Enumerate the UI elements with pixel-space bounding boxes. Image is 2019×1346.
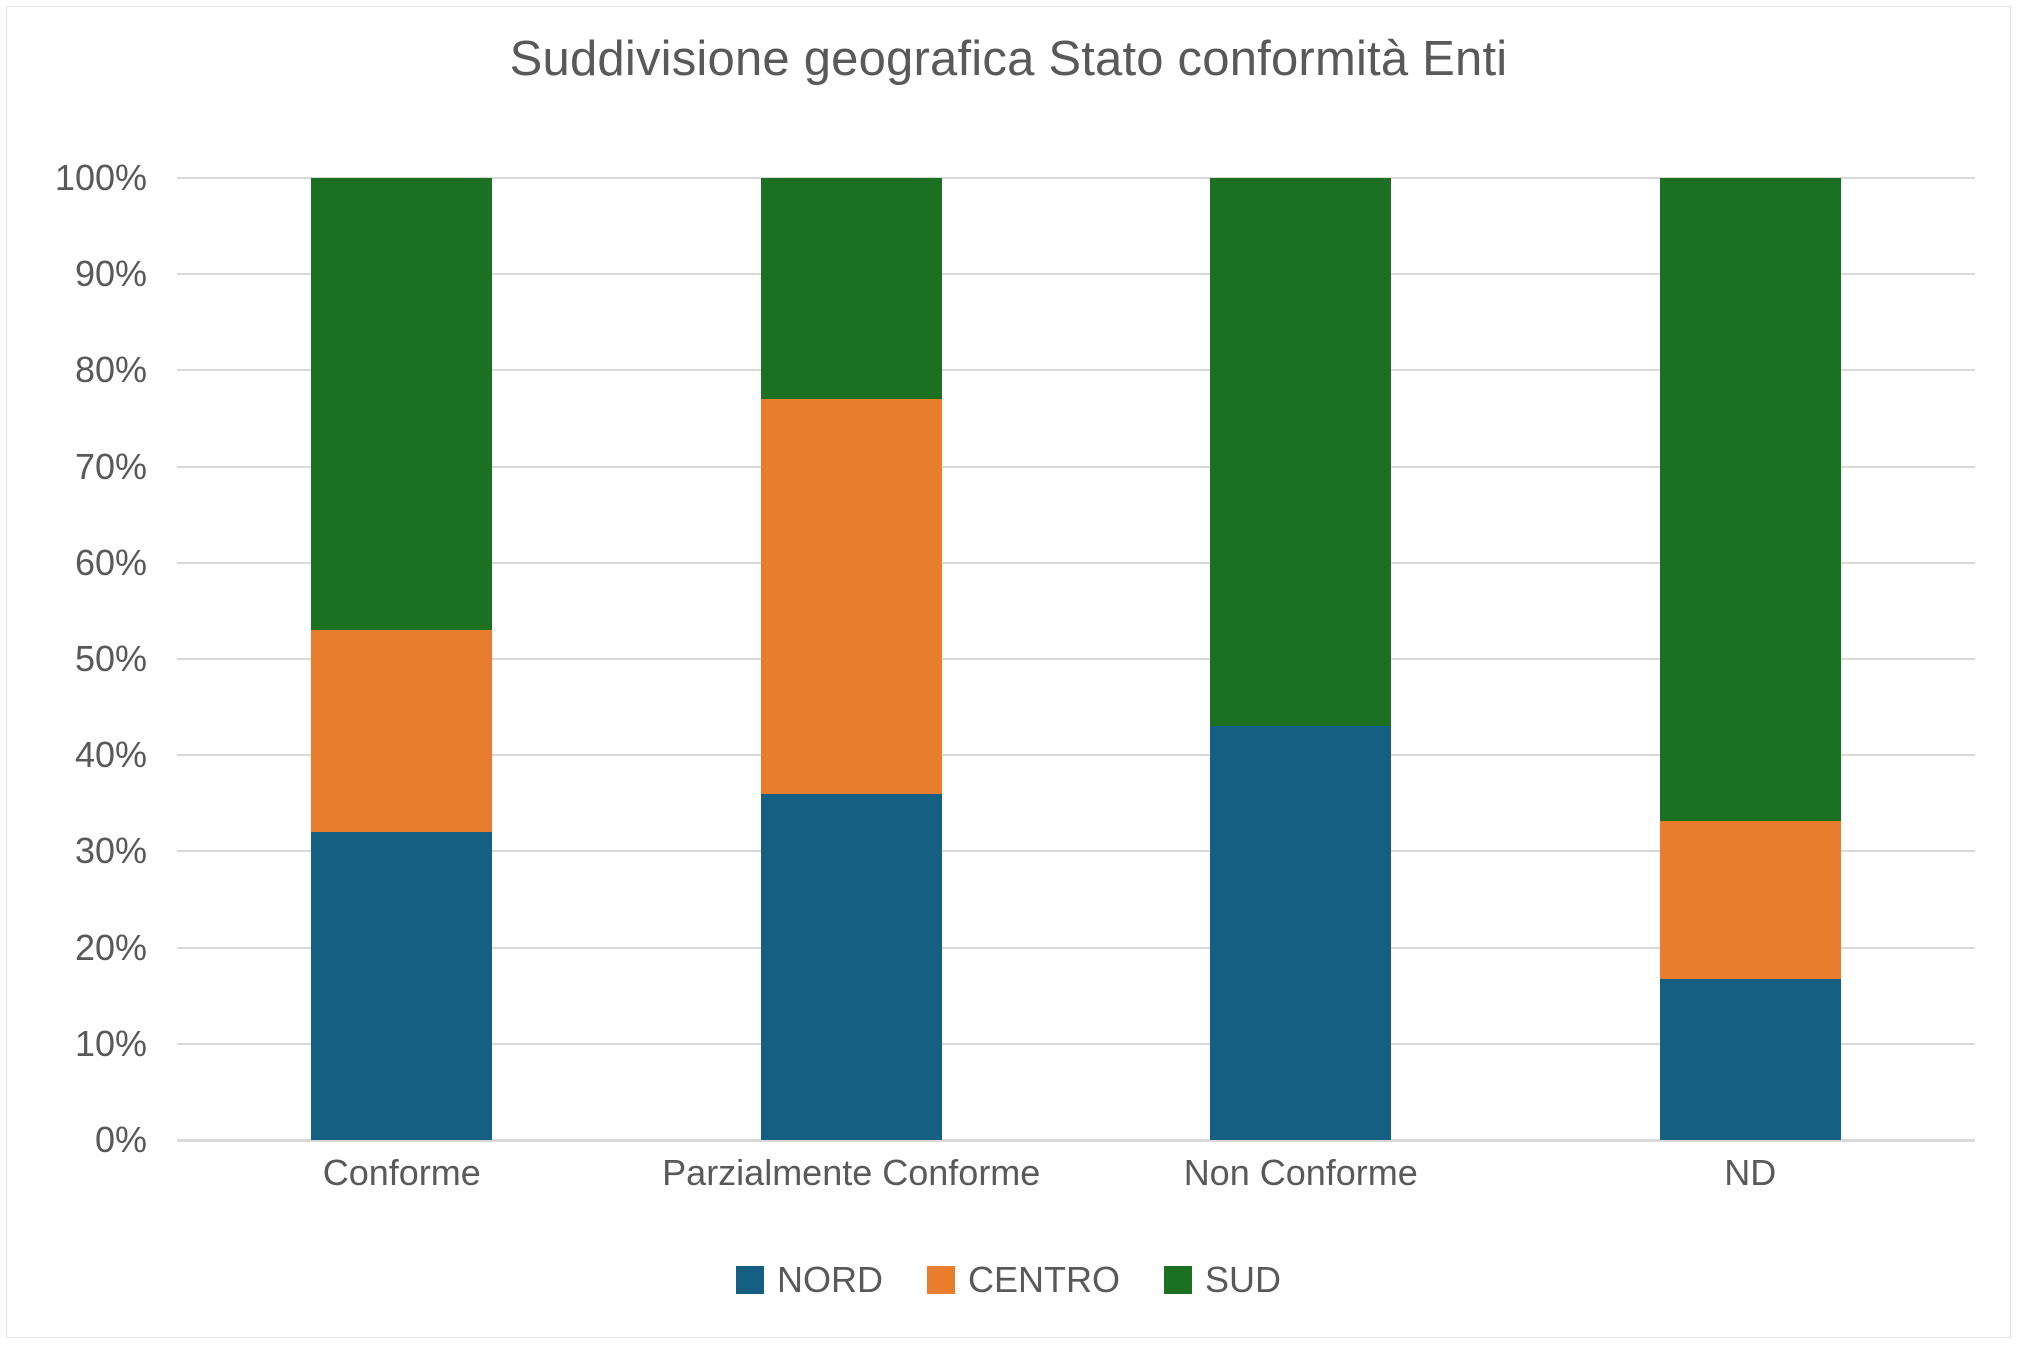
gridline <box>177 561 1975 564</box>
gridline <box>177 465 1975 468</box>
gridline <box>177 177 1975 179</box>
legend-item-nord[interactable]: NORD <box>735 1259 883 1301</box>
y-axis-tick-label: 80% <box>74 349 147 391</box>
bar-group <box>1076 178 1526 1140</box>
bar-segment-centro[interactable] <box>1659 820 1841 980</box>
legend-swatch-icon <box>735 1266 764 1294</box>
x-axis-category-labels: Conforme Parzialmente Conforme Non Conform… <box>177 1152 1975 1194</box>
chart-title: Suddivisione geografica Stato conformità… <box>509 32 1508 86</box>
y-axis-tick-label: 100% <box>54 157 147 198</box>
y-axis-tick-label: 90% <box>74 253 147 295</box>
bar-segment-sud[interactable] <box>760 178 942 400</box>
stacked-bar[interactable] <box>760 178 942 1140</box>
y-axis-tick-label: 20% <box>74 926 147 968</box>
bar-segment-centro[interactable] <box>760 399 942 794</box>
bar-group <box>177 178 627 1140</box>
bar-segment-nord[interactable] <box>1659 979 1841 1140</box>
bar-segment-nord[interactable] <box>1210 726 1392 1140</box>
x-axis-category-label: Conforme <box>322 1152 481 1193</box>
y-axis-tick-label: 50% <box>74 638 147 679</box>
bar-segment-centro[interactable] <box>311 630 493 833</box>
y-axis-tick-label: 40% <box>74 734 147 776</box>
x-axis-category-label: ND <box>1724 1152 1777 1193</box>
gridline <box>177 658 1975 660</box>
y-axis-tick-label: 70% <box>74 445 147 487</box>
legend-label: CENTRO <box>967 1259 1120 1300</box>
y-axis-tick-label: 0% <box>94 1119 147 1160</box>
gridline <box>177 1042 1975 1045</box>
legend-item-centro[interactable]: CENTRO <box>926 1259 1120 1301</box>
legend-swatch-icon <box>1163 1266 1192 1294</box>
gridline <box>177 754 1975 757</box>
bar-segment-nord[interactable] <box>760 793 942 1140</box>
legend-item-sud[interactable]: SUD <box>1163 1259 1281 1301</box>
x-axis-category-label: Parzialmente Conforme <box>662 1152 1041 1193</box>
x-axis-category-label: Non Conforme <box>1183 1152 1418 1193</box>
bar-group <box>1526 178 1976 1140</box>
legend-label: NORD <box>776 1259 883 1300</box>
bar-segment-nord[interactable] <box>311 832 493 1140</box>
stacked-bar[interactable] <box>1210 178 1392 1140</box>
axis-baseline <box>177 1139 1975 1142</box>
stacked-bar[interactable] <box>1659 178 1841 1140</box>
chart-legend: NORD CENTRO SUD <box>7 1259 2010 1301</box>
gridline <box>177 273 1975 276</box>
bar-segment-sud[interactable] <box>1210 178 1392 727</box>
gridline <box>177 369 1975 372</box>
bar-series-group <box>177 178 1975 1140</box>
y-axis-tick-labels: 100% 90% 80% 70% 60% 50% 40% 30% 20% 10% 0% <box>7 157 165 1160</box>
y-axis-tick-label: 30% <box>74 830 147 872</box>
legend-label: SUD <box>1204 1259 1281 1300</box>
stacked-bar[interactable] <box>311 178 493 1140</box>
y-axis-tick-label: 10% <box>74 1022 147 1064</box>
y-axis-tick-label: 60% <box>74 541 147 583</box>
legend-swatch-icon <box>926 1266 955 1294</box>
gridline <box>177 946 1975 949</box>
bar-group <box>627 178 1077 1140</box>
bar-segment-sud[interactable] <box>1659 178 1841 821</box>
chart-container: Suddivisione geografica Stato conformità… <box>6 6 2011 1338</box>
gridline <box>177 850 1975 853</box>
bar-segment-sud[interactable] <box>311 178 493 631</box>
plot-area <box>177 177 1975 1142</box>
